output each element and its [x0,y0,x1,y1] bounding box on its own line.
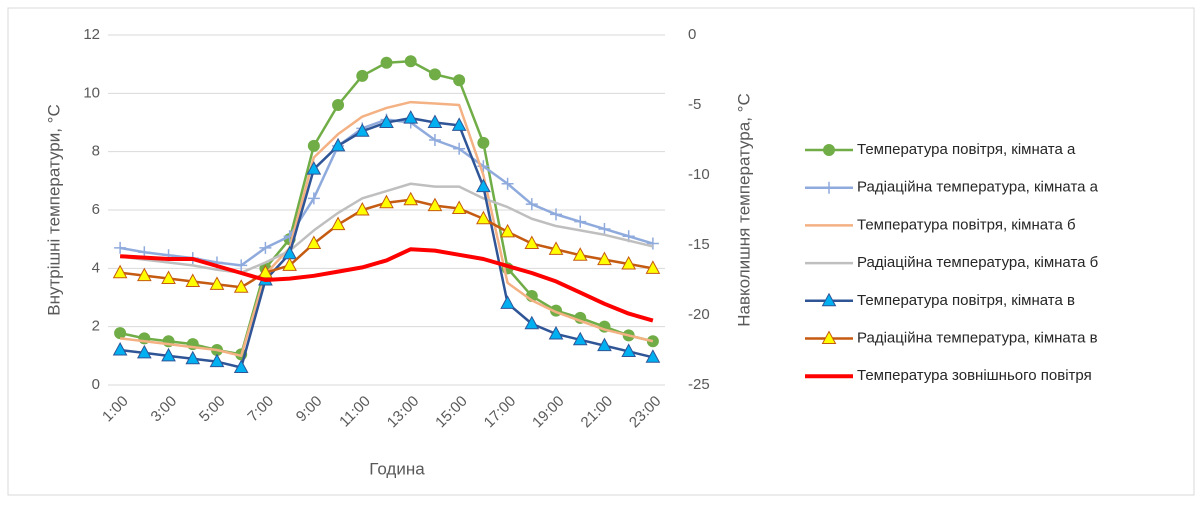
data-point [379,194,394,209]
data-point [427,197,443,212]
data-point [500,295,515,309]
y2-tick-label: 0 [688,26,696,43]
legend-label: Радіаційна температура, кімната в [857,329,1098,346]
legend-marker [821,330,837,344]
data-point [380,56,393,69]
data-point [209,276,225,290]
legend-label: Температура повітря, кімната в [857,292,1075,309]
data-point [307,192,320,205]
data-point [282,257,297,271]
y2-tick-label: -15 [688,236,710,253]
series-line [119,247,654,323]
data-point [477,136,490,149]
data-point [574,215,587,228]
data-point [476,178,491,193]
data-point [646,237,659,250]
data-point [354,201,370,216]
data-point [185,350,201,365]
legend-label: Радіаційна температура, кімната а [857,179,1099,196]
data-point [403,191,419,206]
data-point [598,222,611,235]
data-point [356,69,369,82]
data-point [404,55,417,68]
data-point [645,260,661,274]
y2-tick-label: -25 [688,376,710,393]
data-point [136,344,152,359]
data-point [161,347,176,362]
data-point [597,337,612,352]
data-point [332,99,345,111]
data-point [185,273,201,287]
legend-marker [823,181,835,194]
data-point [525,198,538,211]
data-point [114,241,127,254]
legend-marker [821,292,837,307]
data-point [451,117,467,131]
data-point [306,235,322,250]
data-point [354,123,370,137]
data-point [550,208,563,221]
data-point [548,241,564,255]
data-point [451,200,467,215]
y-tick-label: 8 [92,143,100,160]
data-point [307,139,320,152]
y-tick-label: 2 [92,318,100,335]
data-point [548,325,564,340]
data-point [476,210,491,225]
data-point [572,247,588,261]
y-axis-title: Внутрішні температури, °C [44,104,63,315]
y2-tick-label: -5 [688,96,701,113]
chart-border [7,7,1195,496]
data-point [403,110,419,124]
data-point [114,327,127,340]
y-tick-label: 0 [92,376,100,393]
data-point [161,270,176,285]
data-point [621,343,637,357]
data-point [524,315,540,330]
data-point [572,331,588,346]
data-point [258,264,273,279]
data-point [379,114,394,128]
series-line [119,100,654,358]
data-point [112,341,128,356]
data-point [209,353,225,368]
y-tick-label: 6 [92,201,100,218]
data-point [645,349,661,363]
y2-axis-title: Навколишня температура, °C [734,93,753,327]
y2-tick-label: -10 [688,166,710,183]
data-point [233,279,249,293]
data-point [428,68,441,81]
y-tick-label: 12 [83,26,100,43]
y2-tick-label: -20 [688,306,710,323]
data-point [306,161,322,175]
data-point [428,134,441,146]
data-point [500,223,515,238]
y-tick-label: 4 [92,259,100,276]
data-point [501,177,514,190]
legend-label: Радіаційна температура, кімната б [857,254,1098,271]
data-point [259,241,272,254]
data-point [524,235,540,250]
data-point [235,259,248,272]
legend-marker [823,144,835,156]
data-point [597,251,612,266]
data-point [136,267,152,282]
x-axis-title: Година [369,459,425,478]
data-point [233,359,249,373]
y-tick-label: 10 [83,84,100,101]
legend-label: Температура повітря, кімната б [857,216,1076,233]
data-point [112,264,128,279]
legend-label: Температура повітря, кімната а [857,141,1076,158]
data-point [330,216,346,231]
data-point [330,137,346,152]
data-point [427,114,443,128]
legend-label: Температура зовнішнього повітря [857,367,1092,384]
data-point [453,74,466,87]
data-point [453,142,466,155]
data-point [621,255,637,270]
series-line [119,182,654,274]
